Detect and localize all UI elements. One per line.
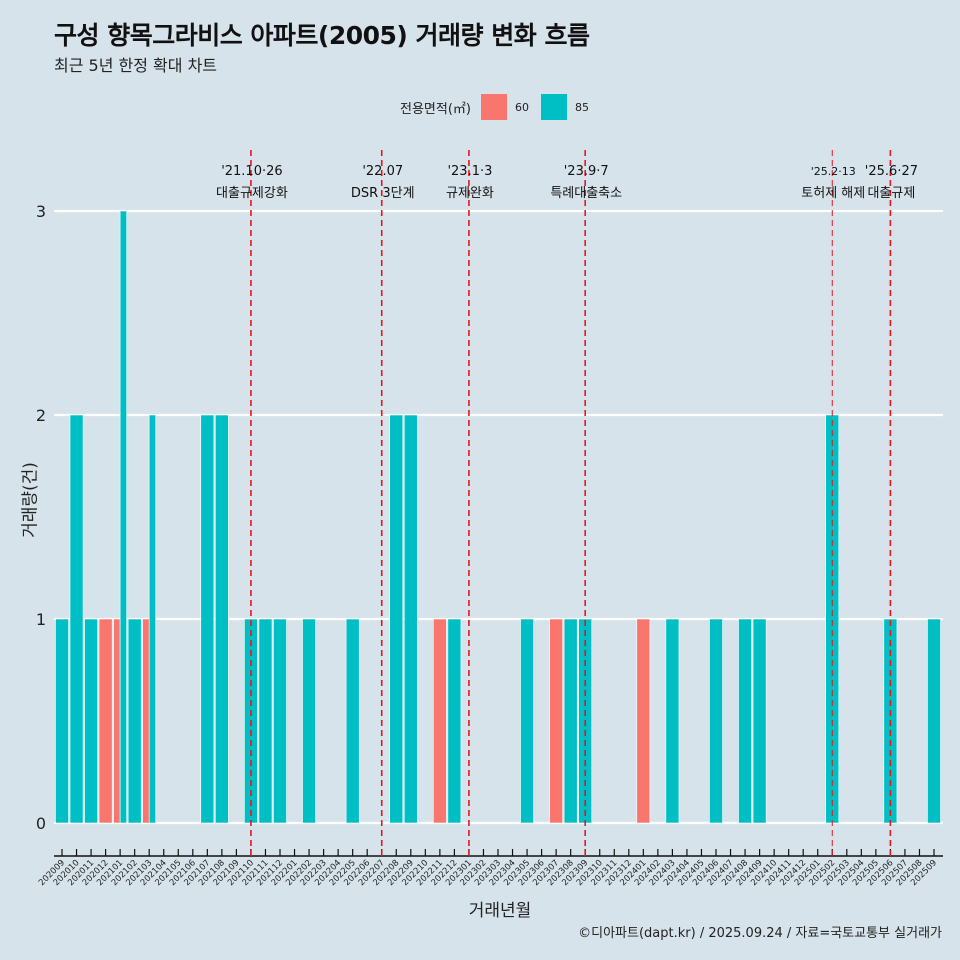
bar-85-202101 [119,210,127,824]
y-tick-label: 2 [36,406,46,425]
y-tick-label: 1 [36,610,46,629]
bar-85-202103 [148,414,157,824]
event-name-label: 토허제 해제 [801,186,865,201]
bar-85-202205 [345,618,360,824]
bar-85-202202 [302,618,316,824]
y-tick-label: 0 [36,814,46,833]
bar-85-202010 [69,414,84,824]
bar-85-202208 [389,414,404,824]
legend-title: 전용면적(㎡) [400,101,471,117]
bar-85-202408 [738,618,752,824]
bar-85-202011 [84,618,98,824]
bar-60-202307 [549,618,563,824]
bar-85-202102 [127,618,142,824]
bar-60-202401 [636,618,651,824]
event-name-label: DSR 3단계 [351,186,415,201]
bar-85-202108 [215,414,229,824]
chart-title: 구성 향목그라비스 아파트(2005) 거래량 변화 흐름 [54,21,590,50]
legend-swatch-60 [480,94,507,120]
footer-credit: ©디아파트(dapt.kr) / 2025.09.24 / 자료=국토교통부 실… [578,926,942,941]
bar-85-202112 [273,618,287,824]
event-name-label: 대출규제강화 [216,186,288,201]
event-name-label: 대출규제 [867,186,915,201]
bar-85-202212 [447,618,462,824]
chart-subtitle: 최근 5년 한정 확대 차트 [54,56,218,75]
bar-85-202209 [403,414,418,824]
bar-60-202103 [142,618,150,824]
bar-85-202403 [665,618,680,824]
event-name-label: 특례대출축소 [550,186,622,201]
bar-85-202111 [258,618,273,824]
event-date-label: '23.9·7 [564,164,609,179]
bar-85-202107 [200,414,215,824]
bar-85-202305 [520,618,534,824]
x-axis-title: 거래년월 [468,901,532,921]
bar-85-202308 [563,618,578,824]
event-date-label: '25.6·27 [865,164,918,179]
y-axis-title: 거래량(건) [20,462,41,538]
bar-60-202211 [433,618,447,824]
event-date-label: '25.2·13 [811,165,856,178]
bar-60-202012 [98,618,113,824]
event-name-label: 규제완화 [446,186,494,201]
y-tick-label: 3 [36,202,46,221]
bar-60-202101 [113,618,121,824]
event-date-label: '22.07 [362,164,403,179]
bar-85-202509 [927,618,941,824]
legend-swatch-85 [540,94,567,120]
bar-85-202009 [55,618,69,824]
legend: 전용면적(㎡) 60 85 [400,94,601,120]
bar-85-202409 [752,618,767,824]
legend-label-60: 60 [514,100,529,114]
event-date-label: '21.10·26 [221,164,282,179]
bar-85-202406 [709,618,723,824]
event-date-label: '23.1·3 [447,164,492,179]
legend-label-85: 85 [574,100,589,114]
